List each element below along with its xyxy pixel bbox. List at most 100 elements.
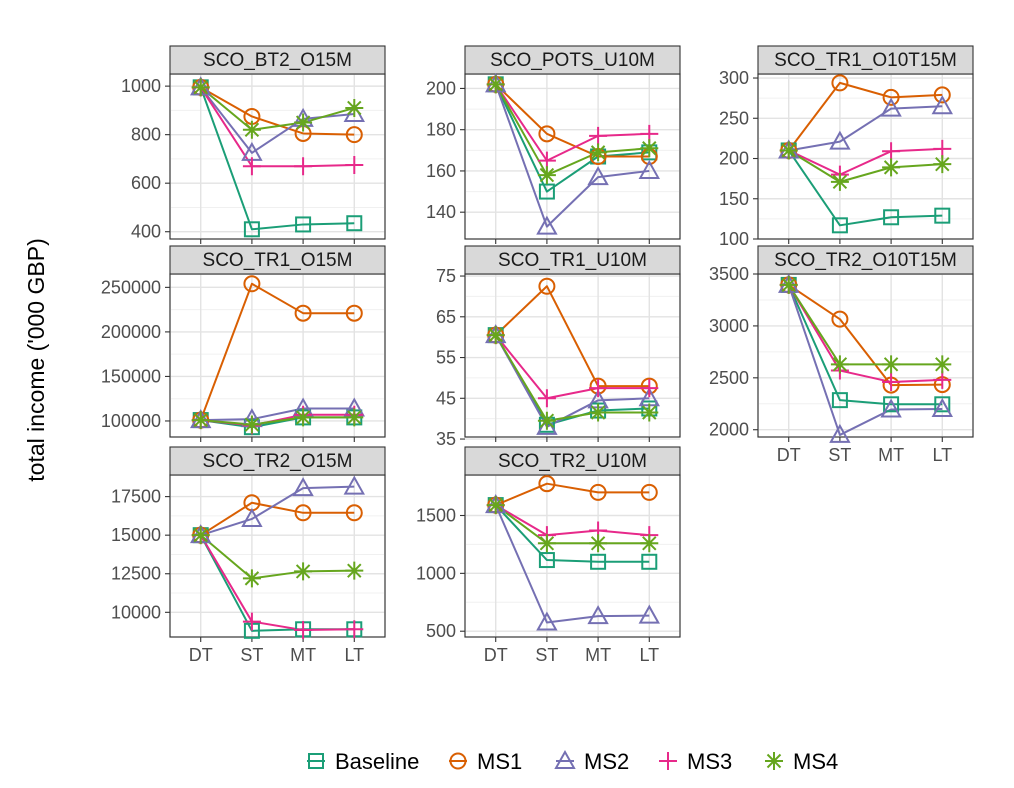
facet-title: SCO_BT2_O15M (203, 50, 352, 71)
y-tick-label: 2500 (709, 368, 749, 388)
data-point-marker (292, 477, 314, 497)
data-point-marker (294, 504, 312, 522)
data-point-marker (640, 534, 659, 553)
x-tick-label: ST (240, 645, 263, 665)
legend-item: Baseline (307, 749, 419, 774)
data-point-marker (243, 275, 261, 293)
data-point-marker (641, 553, 658, 570)
data-point-marker (589, 143, 608, 162)
series-line (787, 284, 943, 406)
data-point-marker (537, 166, 556, 185)
y-tick-label: 1500 (416, 506, 456, 526)
facet-panel: SCO_TR2_U10M 500 1000 1500 DT ST MT LT (416, 446, 681, 665)
data-point-marker (933, 355, 952, 374)
series-line (200, 501, 355, 537)
facet-title: SCO_TR2_U10M (498, 451, 647, 472)
series-line (788, 105, 943, 152)
legend-label: MS2 (584, 749, 629, 774)
data-point-marker (589, 403, 608, 422)
data-point-marker (345, 126, 363, 144)
y-tick-label: 150000 (101, 366, 161, 386)
series-line (495, 482, 650, 507)
series-line (494, 504, 650, 563)
data-point-marker (883, 209, 900, 226)
series-line (199, 87, 355, 231)
data-point-marker (933, 155, 952, 174)
y-tick-label: 35 (436, 429, 456, 449)
data-point-marker (343, 475, 365, 495)
y-tick-label: 45 (436, 388, 456, 408)
data-point-marker (882, 355, 901, 374)
facet-panel: SCO_TR1_O10T15M 100 150 200 250 300 (719, 45, 974, 249)
series-line (495, 83, 650, 158)
data-point-marker (294, 621, 313, 640)
data-point-marker (779, 141, 798, 160)
y-tick-label: 600 (131, 173, 161, 193)
legend-key-marker (765, 752, 783, 770)
facet-panel: SCO_TR1_U10M 35 45 55 65 75 (436, 245, 681, 449)
x-tick-label: ST (535, 645, 558, 665)
data-point-marker (931, 95, 953, 115)
y-tick-label: 12500 (111, 564, 161, 584)
facet-panel: SCO_TR2_O10T15M 2000 2500 3000 3500 DT ST MT LT (709, 245, 974, 465)
series-line (788, 284, 943, 387)
data-point-marker (537, 411, 556, 430)
data-point-marker (242, 120, 261, 139)
panel-background (464, 273, 681, 438)
series-line (495, 504, 650, 537)
facet-title: SCO_TR1_O15M (203, 250, 353, 271)
series-line (494, 83, 650, 162)
series-line (494, 334, 650, 400)
facet-panel: SCO_POTS_U10M 140 160 180 200 (426, 45, 681, 244)
series-line (200, 416, 355, 426)
data-point-marker (242, 612, 261, 631)
data-point-marker (191, 411, 210, 430)
data-point-marker (345, 408, 364, 427)
data-point-marker (931, 397, 953, 417)
data-point-marker (538, 277, 556, 295)
data-point-marker (538, 125, 556, 143)
data-point-marker (345, 620, 364, 639)
facet-strip (464, 45, 681, 75)
data-point-marker (831, 392, 848, 409)
legend-label: MS1 (477, 749, 522, 774)
y-tick-label: 200 (426, 78, 456, 98)
panel-background (757, 273, 974, 438)
x-tick-label: DT (189, 645, 213, 665)
facet-panels: SCO_BT2_O15M 400 600 800 1000 SCO_POTS_U10M 14… (101, 45, 974, 665)
data-point-marker (295, 216, 312, 233)
data-point-marker (830, 172, 849, 191)
x-tick-label: MT (585, 645, 611, 665)
legend-key-marker (449, 752, 467, 770)
legend-item: MS2 (554, 749, 629, 774)
data-point-marker (345, 155, 364, 174)
data-point-marker (589, 483, 607, 501)
y-tick-label: 180 (426, 120, 456, 140)
data-point-marker (536, 215, 558, 235)
data-point-marker (589, 379, 608, 398)
data-point-marker (933, 370, 952, 389)
y-tick-label: 3500 (709, 264, 749, 284)
y-tick-label: 1000 (121, 76, 161, 96)
data-point-marker (345, 561, 364, 580)
data-point-marker (242, 415, 261, 434)
series-line (494, 83, 650, 228)
x-tick-label: DT (777, 445, 801, 465)
y-tick-label: 200 (719, 149, 749, 169)
legend-label: MS3 (687, 749, 732, 774)
data-point-marker (882, 142, 901, 161)
x-tick-label: MT (290, 645, 316, 665)
y-tick-label: 140 (426, 202, 456, 222)
series-line (788, 147, 943, 176)
y-tick-label: 250 (719, 108, 749, 128)
y-tick-label: 2000 (709, 420, 749, 440)
data-point-marker (933, 139, 952, 158)
y-tick-label: 150 (719, 189, 749, 209)
x-tick-label: MT (878, 445, 904, 465)
facet-title: SCO_TR2_O10T15M (774, 250, 957, 271)
series-line (495, 504, 650, 545)
legend-key-marker (554, 749, 576, 769)
data-point-marker (486, 326, 505, 345)
x-tick-label: LT (932, 445, 952, 465)
data-point-marker (294, 408, 313, 427)
